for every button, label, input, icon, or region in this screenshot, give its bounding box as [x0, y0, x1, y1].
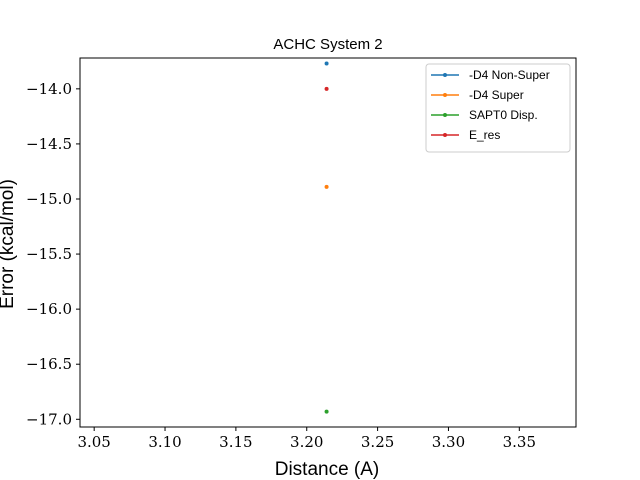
- x-tick-label: 3.05: [77, 433, 110, 451]
- x-tick-label: 3.15: [219, 433, 252, 451]
- y-tick-label: −16.5: [26, 355, 72, 373]
- legend: -D4 Non-Super -D4 Super SAPT0 Disp. E_res: [425, 63, 571, 153]
- legend-box: [425, 63, 571, 153]
- legend-label: SAPT0 Disp.: [469, 108, 538, 122]
- legend-marker: [443, 133, 447, 137]
- legend-marker: [443, 73, 447, 77]
- legend-marker: [443, 93, 447, 97]
- x-axis-label: Distance (A): [275, 459, 380, 480]
- legend-label: -D4 Super: [469, 88, 524, 102]
- data-point-3: [324, 409, 329, 414]
- legend-marker: [443, 113, 447, 117]
- data-point-1: [324, 61, 329, 66]
- x-tick-label: 3.20: [290, 433, 323, 451]
- data-point-2: [324, 184, 329, 189]
- x-tick-label: 3.35: [503, 433, 536, 451]
- data-point-4: [324, 86, 329, 91]
- y-axis-label: Error (kcal/mol): [0, 179, 18, 309]
- y-tick-label: −16.0: [26, 300, 72, 318]
- x-axis: 3.05 3.10 3.15 3.20 3.25 3.30 3.35: [77, 427, 536, 451]
- legend-label: E_res: [469, 128, 500, 142]
- x-tick-label: 3.10: [148, 433, 181, 451]
- legend-label: -D4 Non-Super: [469, 68, 550, 82]
- y-tick-label: −14.5: [26, 135, 72, 153]
- x-tick-label: 3.30: [432, 433, 465, 451]
- y-tick-label: −14.0: [26, 80, 72, 98]
- x-tick-label: 3.25: [361, 433, 394, 451]
- y-tick-label: −17.0: [26, 410, 72, 428]
- data-marks: [324, 61, 329, 414]
- y-tick-label: −15.0: [26, 190, 72, 208]
- y-axis: −14.0 −14.5 −15.0 −15.5 −16.0 −16.5 −17.0: [26, 80, 80, 428]
- y-tick-label: −15.5: [26, 245, 72, 263]
- plot-frame: [79, 57, 577, 428]
- chart-title: ACHC System 2: [273, 36, 382, 53]
